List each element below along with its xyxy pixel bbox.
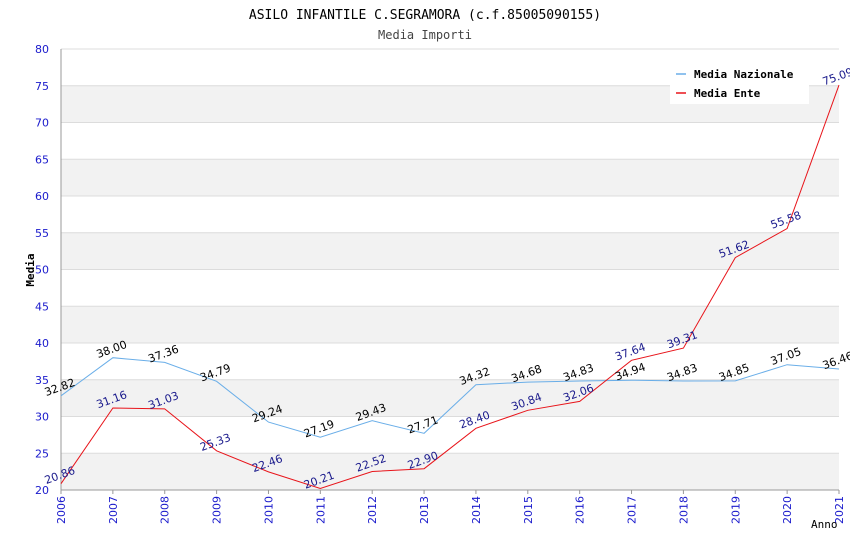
x-tick-label: 2012 xyxy=(366,496,379,524)
legend: Media Nazionale Media Ente xyxy=(670,60,809,104)
y-tick-label: 25 xyxy=(35,447,49,460)
y-tick-label: 65 xyxy=(35,153,49,166)
legend-label: Media Nazionale xyxy=(694,68,794,81)
x-tick-label: 2010 xyxy=(262,496,275,524)
legend-label: Media Ente xyxy=(694,87,761,100)
background-band xyxy=(61,306,839,343)
x-tick-label: 2009 xyxy=(211,496,224,524)
y-tick-label: 75 xyxy=(35,80,49,93)
x-tick-label: 2011 xyxy=(314,496,327,524)
plot-background xyxy=(61,85,839,490)
y-axis-label: Media xyxy=(24,253,37,286)
x-tick-label: 2007 xyxy=(107,496,120,524)
data-label: 25.33 xyxy=(198,431,232,454)
legend-box xyxy=(670,60,809,104)
x-tick-label: 2017 xyxy=(626,496,639,524)
x-tick-label: 2016 xyxy=(574,496,587,524)
data-label: 75.09 xyxy=(821,65,850,88)
y-tick-label: 55 xyxy=(35,227,49,240)
series-line-media-ente xyxy=(60,84,840,490)
x-tick-label: 2019 xyxy=(729,496,742,524)
x-tick-label: 2018 xyxy=(677,496,690,524)
background-band xyxy=(61,379,839,417)
x-tick-label: 2014 xyxy=(470,496,483,524)
y-tick-label: 20 xyxy=(35,484,49,497)
chart-subtitle: Media Importi xyxy=(378,28,472,42)
background-band xyxy=(61,159,839,196)
x-tick-label: 2008 xyxy=(159,496,172,524)
y-tick-label: 30 xyxy=(35,411,49,424)
gridlines xyxy=(61,48,839,491)
y-tick-labels: 20 25 30 35 40 45 50 55 60 65 70 75 80 xyxy=(35,43,49,497)
y-tick-label: 80 xyxy=(35,43,49,56)
series-lines xyxy=(60,84,840,490)
data-label: 37.05 xyxy=(769,345,803,368)
data-label: 55.58 xyxy=(769,209,803,232)
x-tick-label: 2013 xyxy=(418,496,431,524)
x-axis-label: Anno xyxy=(811,518,838,531)
background-band xyxy=(61,453,839,490)
y-tick-label: 70 xyxy=(35,117,49,130)
x-tick-label: 2015 xyxy=(522,496,535,524)
x-tick-label: 2020 xyxy=(781,496,794,524)
y-tick-label: 35 xyxy=(35,374,49,387)
x-tick-label: 2006 xyxy=(55,496,68,524)
y-tick-label: 40 xyxy=(35,337,49,350)
background-band xyxy=(61,232,839,270)
y-tick-label: 60 xyxy=(35,190,49,203)
y-tick-label: 45 xyxy=(35,300,49,313)
series-line-media-nazionale xyxy=(60,357,840,438)
y-tick-label: 50 xyxy=(35,264,49,277)
chart-title: ASILO INFANTILE C.SEGRAMORA (c.f.8500509… xyxy=(249,8,601,23)
axes xyxy=(60,49,840,494)
x-tick-labels: 2006 2007 2008 2009 2010 2011 2012 2013 2014 2015… xyxy=(55,496,846,524)
x-tick-label: 2021 xyxy=(833,496,846,524)
